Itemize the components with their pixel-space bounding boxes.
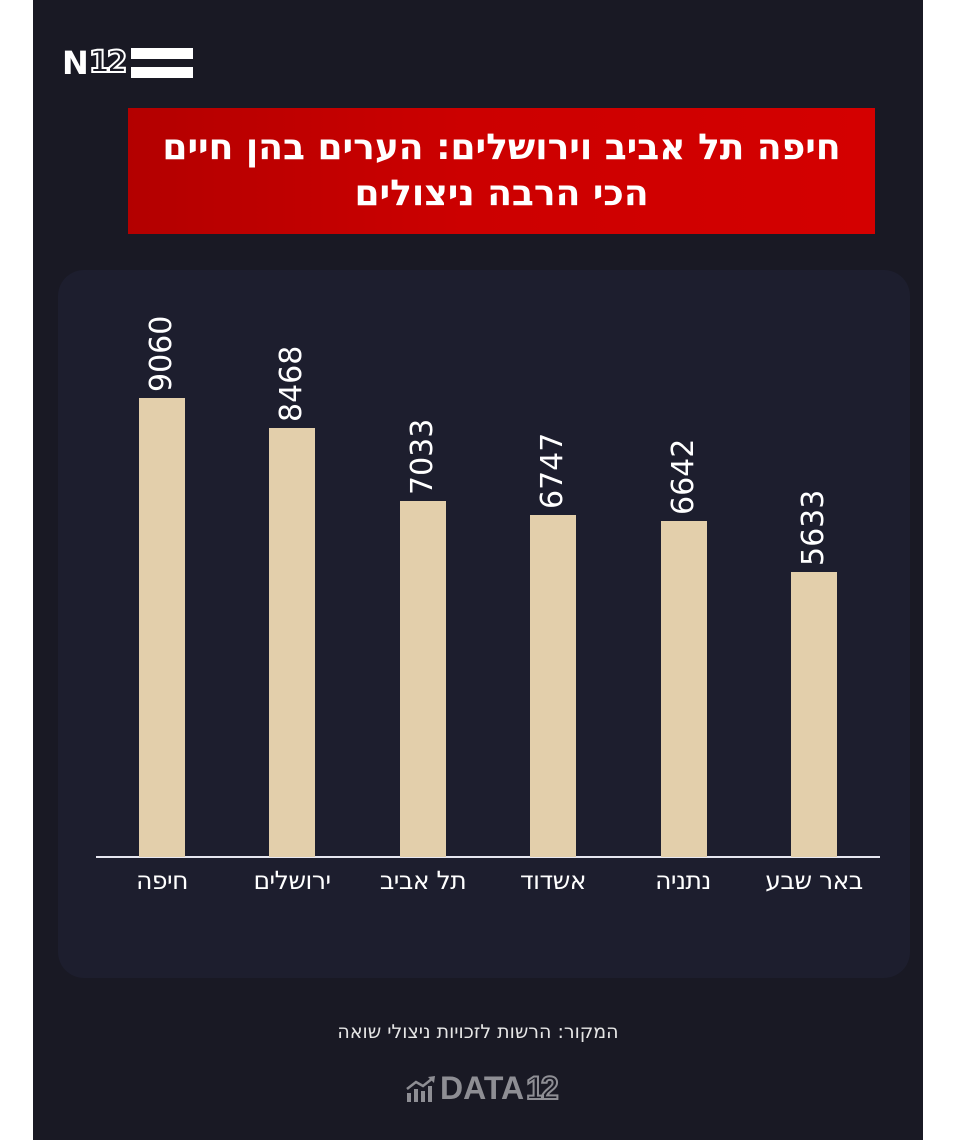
category-label-ashdod: אשדוד [519, 866, 587, 895]
value-label-jerusalem: 8468 [274, 345, 309, 422]
value-label-beer-sheva: 5633 [796, 489, 831, 566]
source-note: המקור: הרשות לזכויות ניצולי שואה [337, 1021, 619, 1043]
logo-stripes-icon [130, 48, 193, 78]
bar-tel-aviv [400, 501, 446, 857]
data-logo-word: DATA [440, 1070, 525, 1106]
category-label-haifa: חיפה [136, 866, 188, 895]
category-label-beer-sheva: באר שבע [765, 866, 863, 895]
n12-logo: N 12 [62, 44, 193, 82]
logo-number: 12 [88, 45, 129, 81]
data-logo-number: 12 [525, 1069, 560, 1107]
chart-panel [58, 270, 910, 978]
value-label-ashdod: 6747 [535, 432, 570, 509]
bar-beer-sheva [791, 572, 837, 857]
x-axis-line [96, 856, 880, 858]
value-label-netanya: 6642 [666, 438, 701, 515]
value-label-tel-aviv: 7033 [405, 418, 440, 495]
bar-netanya [661, 521, 707, 857]
trend-chart-icon [406, 1076, 435, 1102]
category-label-jerusalem: ירושלים [253, 866, 331, 895]
category-label-netanya: נתניה [655, 866, 711, 895]
chart-title: חיפה תל אביב וירושלים: הערים בהן חיים הכ… [128, 108, 875, 234]
logo-letter: N [62, 44, 89, 82]
title-line-1: חיפה תל אביב וירושלים: הערים בהן חיים [162, 127, 841, 168]
value-label-haifa: 9060 [144, 315, 179, 392]
category-label-tel-aviv: תל אביב [379, 866, 467, 895]
data12-logo: DATA 12 [406, 1069, 560, 1107]
title-line-2: הכי הרבה ניצולים [354, 173, 649, 214]
bar-ashdod [530, 515, 576, 857]
bar-jerusalem [269, 428, 315, 857]
bar-haifa [139, 398, 185, 857]
